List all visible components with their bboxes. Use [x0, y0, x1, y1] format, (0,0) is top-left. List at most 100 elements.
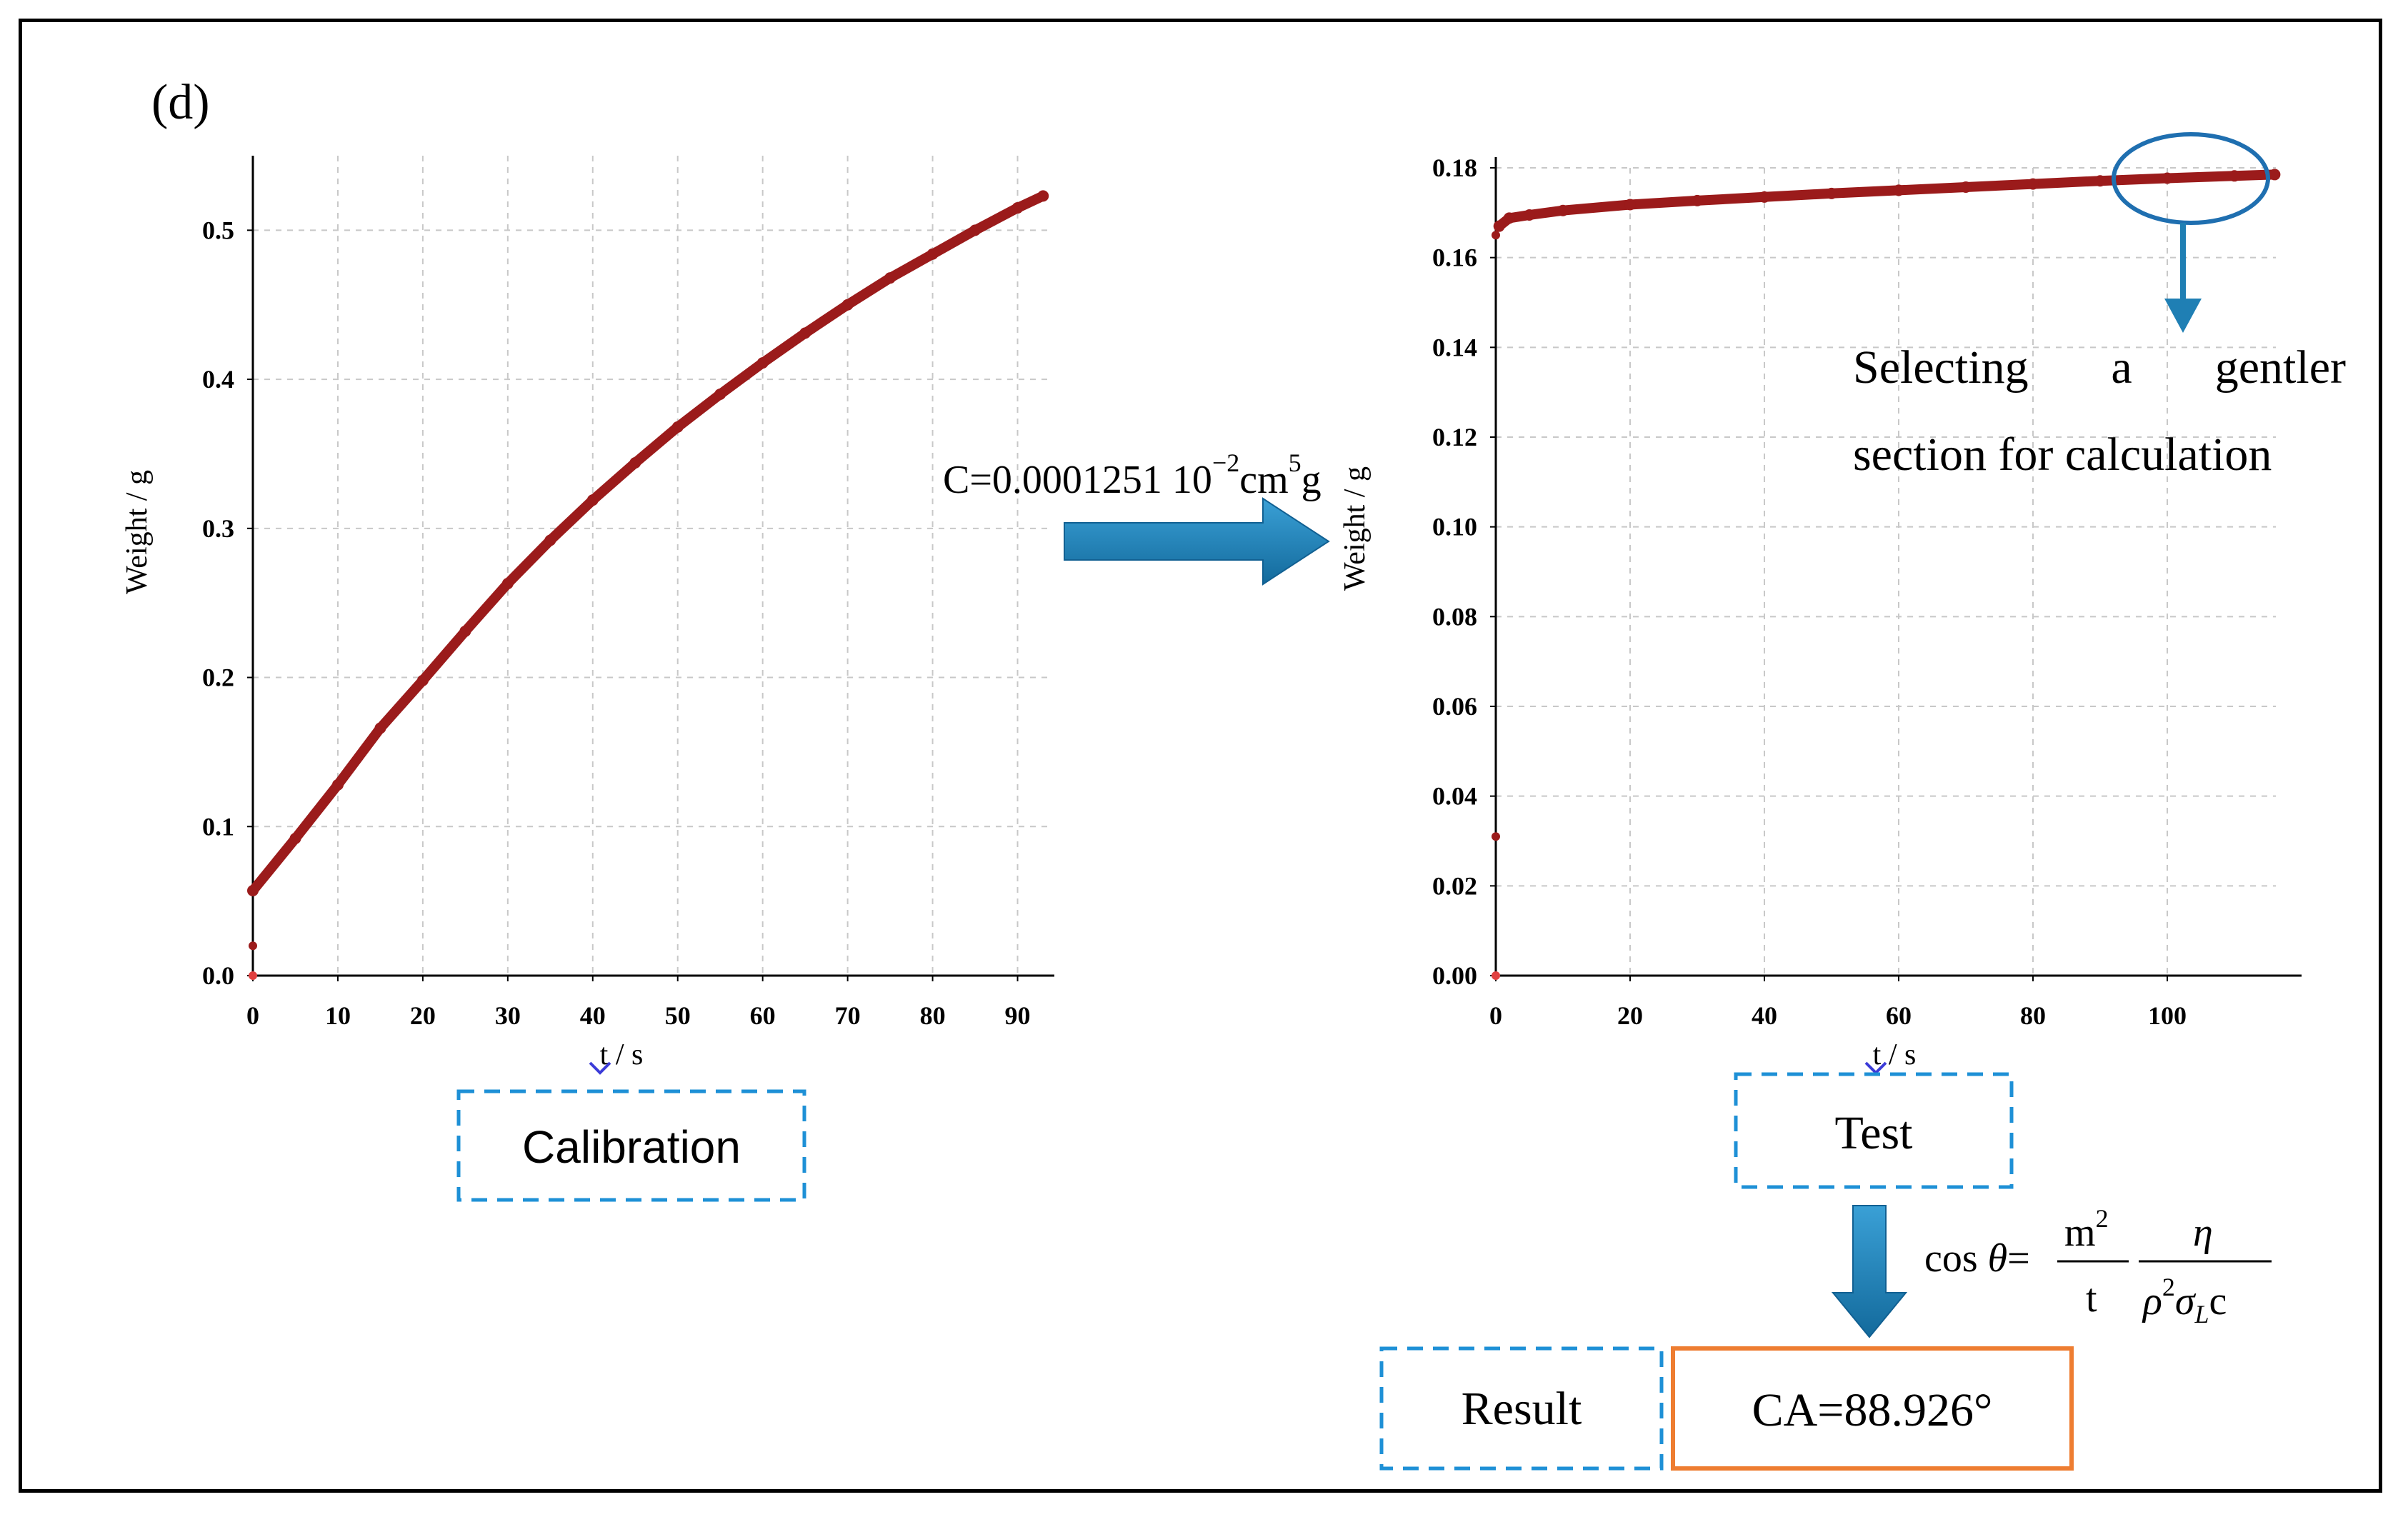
calibration-box: [456, 1089, 806, 1202]
calibration-points: [247, 190, 1049, 980]
c2-data-point: [1960, 181, 1972, 194]
equation-denominator-1: t: [2086, 1276, 2097, 1321]
c1-data-point: [884, 272, 896, 284]
test-points: [1492, 169, 2281, 980]
c2-x-tick-label: 100: [2148, 1001, 2187, 1030]
c2-data-point: [1893, 184, 1904, 196]
c2-y-tick-label: 0.06: [1432, 692, 1477, 721]
selection-note-word-3: gentler: [2215, 341, 2346, 394]
test-y-axis-title: Weight / g: [1339, 466, 1372, 591]
c2-y-tick-label: 0.02: [1432, 871, 1477, 900]
selection-ellipse: [2112, 132, 2270, 225]
c1-y-tick-label: 0.1: [202, 812, 234, 841]
c1-data-point: [1011, 202, 1024, 214]
c1-data-point: [501, 578, 514, 590]
c1-data-point: [629, 456, 641, 469]
c1-data-point: [671, 421, 684, 433]
c2-data-point: [1503, 212, 1515, 224]
equation-numerator-2: η: [2193, 1211, 2213, 1255]
calibration-constant: C=0.0001251 10−2cm5g: [943, 449, 1322, 502]
c2-data-point: [2094, 175, 2106, 187]
c1-x-tick-label: 50: [665, 1001, 691, 1030]
cursor-mark-icon: [589, 1061, 611, 1075]
c1-outlier-point: [249, 971, 257, 980]
result-label: Result: [1462, 1383, 1582, 1435]
c2-y-tick-label: 0.10: [1432, 513, 1477, 541]
selection-note-word-2: a: [2111, 341, 2132, 394]
c2-data-point: [1524, 209, 1535, 221]
result-box: [1379, 1346, 1664, 1471]
test-x-ticks: 0 20 40 60 80 100: [1489, 976, 2187, 1030]
c2-data-point: [1692, 194, 1703, 206]
c1-data-point: [714, 388, 726, 400]
c2-y-tick-label: 0.18: [1432, 154, 1477, 182]
c1-y-tick-label: 0.5: [202, 216, 234, 244]
c1-data-point: [544, 534, 556, 546]
c2-outlier-point: [1492, 231, 1500, 240]
c2-x-tick-label: 40: [1752, 1001, 1777, 1030]
flow-down-arrow-icon: [1831, 1205, 1908, 1338]
c1-data-point: [374, 722, 386, 734]
c1-x-tick-label: 30: [495, 1001, 521, 1030]
c1-data-point: [969, 224, 981, 236]
c1-x-tick-label: 40: [580, 1001, 606, 1030]
test-grid: [1496, 167, 2276, 976]
c1-x-tick-label: 0: [246, 1001, 259, 1030]
calibration-label: Calibration: [522, 1121, 741, 1173]
test-x-axis-title: t / s: [1873, 1038, 1917, 1071]
c1-x-tick-label: 70: [835, 1001, 861, 1030]
c1-data-point: [459, 625, 471, 637]
calibration-grid: [253, 156, 1050, 976]
c2-y-tick-label: 0.08: [1432, 602, 1477, 631]
test-y-ticks: 0.00 0.02 0.04 0.06 0.08 0.10 0.12 0.14 0.16 0.18: [1432, 154, 1496, 990]
equation-numerator-1: m2: [2064, 1204, 2109, 1255]
c2-data-point: [2162, 172, 2173, 184]
c2-x-tick-label: 0: [1489, 1001, 1502, 1030]
calibration-x-ticks: 0 10 20 30 40 50 60 70 80 90: [246, 976, 1031, 1030]
result-value-box: [1671, 1346, 2074, 1471]
c1-y-tick-label: 0.0: [202, 961, 234, 990]
test-chart: 0.00 0.02 0.04 0.06 0.08 0.10 0.12 0.14 0.16 0.18…: [1339, 132, 2302, 1075]
c2-data-point: [1624, 199, 1636, 211]
c2-y-tick-label: 0.00: [1432, 961, 1477, 990]
c2-x-tick-label: 80: [2020, 1001, 2046, 1030]
c2-data-point: [2027, 178, 2039, 190]
c2-data-point: [2269, 169, 2281, 181]
c2-outlier-point: [1492, 832, 1500, 841]
c1-data-point: [1037, 190, 1049, 202]
c2-data-point: [1759, 191, 1770, 203]
c1-y-tick-label: 0.3: [202, 514, 234, 543]
panel-label: (d): [151, 75, 210, 130]
c1-data-point: [586, 494, 599, 506]
c2-y-tick-label: 0.16: [1432, 244, 1477, 272]
c1-x-tick-label: 80: [920, 1001, 946, 1030]
c2-y-tick-label: 0.04: [1432, 782, 1477, 811]
c1-outlier-point: [249, 941, 257, 951]
test-box: [1734, 1072, 2014, 1189]
c1-x-tick-label: 10: [325, 1001, 351, 1030]
equation-denominator-2: ρ2σLc: [2142, 1273, 2227, 1328]
c1-data-point: [247, 885, 259, 897]
c2-data-point: [2229, 170, 2240, 182]
c2-x-tick-label: 20: [1617, 1001, 1643, 1030]
calibration-y-ticks: 0.0 0.1 0.2 0.3 0.4 0.5: [202, 216, 253, 990]
c1-y-tick-label: 0.4: [202, 365, 234, 394]
c2-data-point: [1493, 220, 1505, 232]
c2-outlier-point: [1492, 971, 1500, 980]
c1-series-line: [248, 191, 1049, 896]
c2-data-point: [1557, 204, 1569, 216]
contact-angle-equation: cos θ= m2 t η ρ2σLc: [1924, 1204, 2272, 1328]
c1-x-tick-label: 90: [1005, 1001, 1031, 1030]
selection-note-line-2: section for calculation: [1853, 429, 2272, 481]
equation-cos: cos θ=: [1924, 1236, 2030, 1281]
result-value: CA=88.926°: [1752, 1384, 1993, 1436]
c1-x-tick-label: 20: [410, 1001, 436, 1030]
c1-data-point: [926, 248, 939, 260]
c1-data-point: [756, 357, 769, 369]
c1-data-point: [331, 778, 344, 791]
calibration-chart: 0.0 0.1 0.2 0.3 0.4 0.5 0 10 20 30 40 50 60 70 80 90 W…: [121, 156, 1054, 1075]
c2-y-tick-label: 0.14: [1432, 333, 1477, 361]
calibration-y-axis-title: Weight / g: [121, 470, 154, 594]
selection-note-word-1: Selecting: [1853, 341, 2029, 394]
